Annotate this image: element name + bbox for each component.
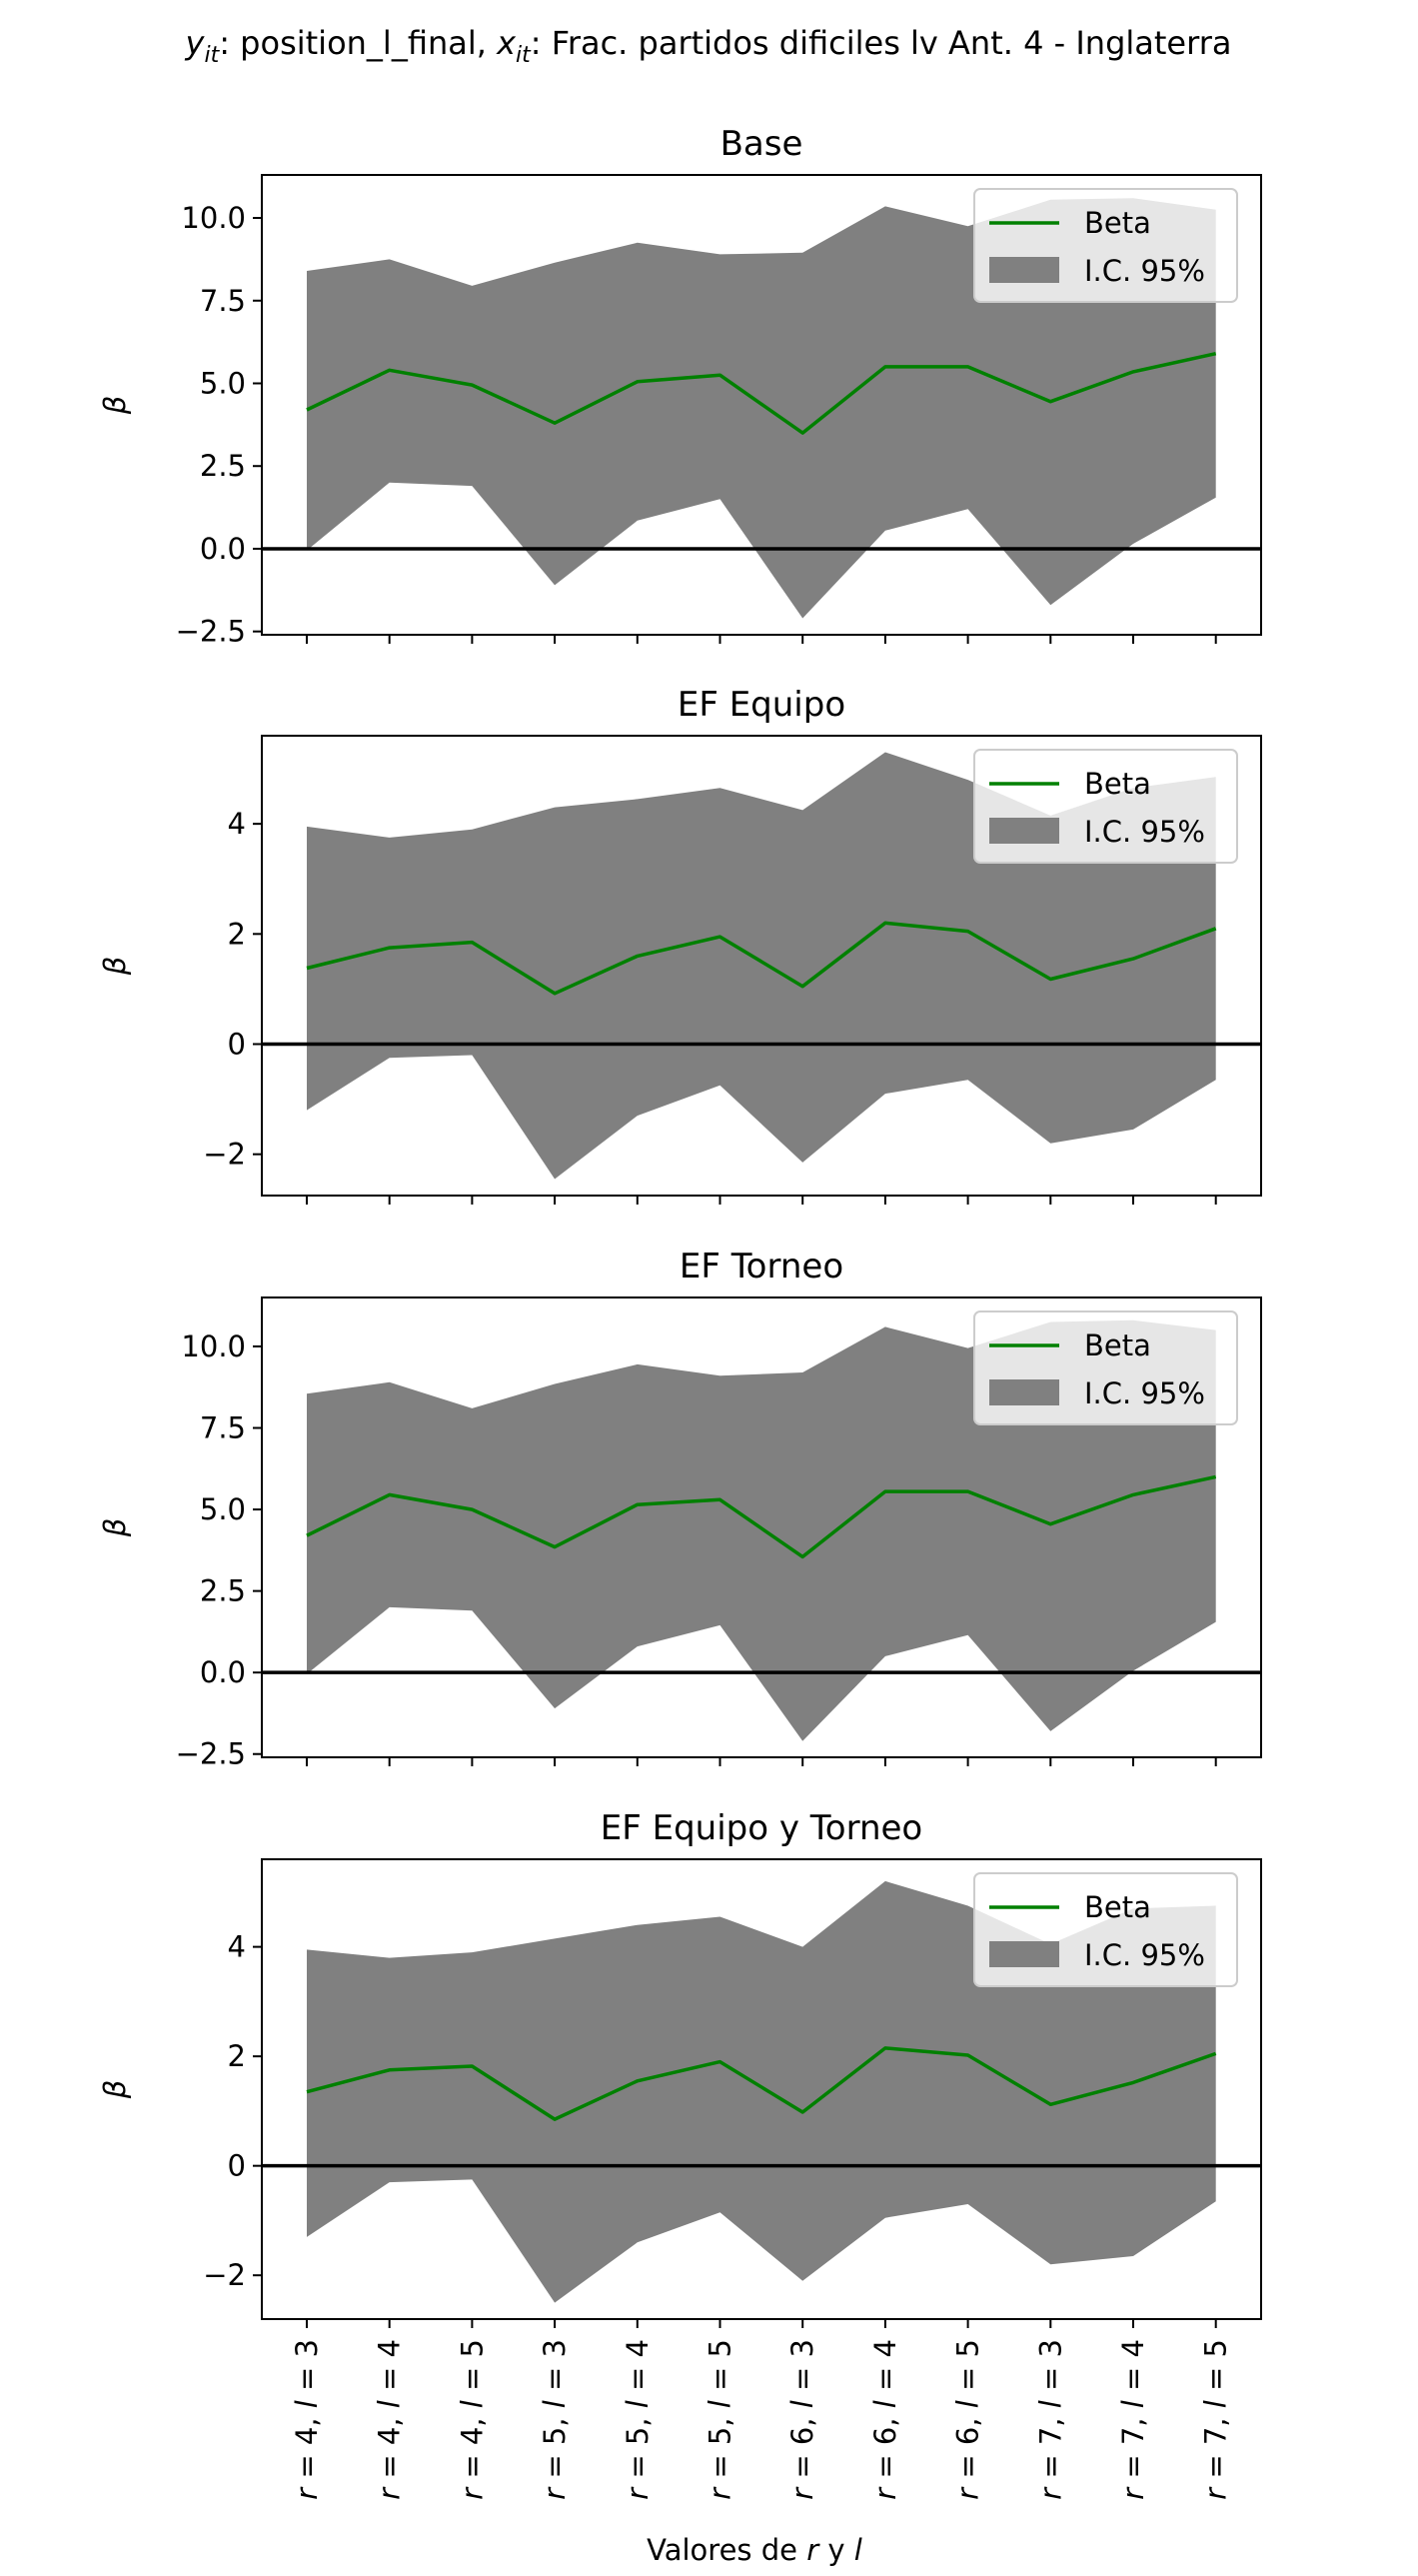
y-tick-label: 0.0: [200, 532, 246, 566]
x-tick-label: r = 5, l = 3: [538, 2339, 572, 2500]
legend: Beta I.C. 95%: [973, 1310, 1238, 1425]
y-tick-label: 0: [228, 2149, 246, 2183]
x-tick-label: r = 5, l = 4: [621, 2339, 655, 2500]
axes-frame: [261, 1858, 1262, 2320]
legend-beta-label: Beta: [1084, 206, 1151, 240]
subplot-title: EF Torneo: [680, 1247, 843, 1287]
legend-beta-label: Beta: [1084, 1890, 1151, 1924]
y-tick-label: 2.5: [200, 449, 246, 483]
y-tick-label: 7.5: [200, 1410, 246, 1444]
y-tick-label: −2.5: [176, 1737, 246, 1771]
x-tick-labels: r = 4, l = 3 r = 4, l = 4 r = 4, l = 5 r = …: [290, 2339, 1233, 2500]
legend-ci-swatch: [989, 1379, 1059, 1405]
suptitle-x-text: : Frac. partidos dificiles lv Ant. 4 - I…: [531, 24, 1232, 62]
subplot-title: EF Equipo y Torneo: [601, 1808, 922, 1848]
legend-ci-label: I.C. 95%: [1084, 1938, 1205, 1972]
x-tick-label: r = 6, l = 5: [951, 2339, 985, 2500]
y-tick-label: 10.0: [181, 201, 246, 235]
legend-ci-label: I.C. 95%: [1084, 1376, 1205, 1410]
beta-line: [306, 351, 1217, 435]
legend-ci-swatch: [989, 257, 1059, 283]
x-tick-label: r = 4, l = 5: [455, 2339, 489, 2500]
legend-ci-swatch: [989, 818, 1059, 844]
beta-line: [306, 2046, 1217, 2121]
x-tick-label: r = 7, l = 4: [1116, 2339, 1150, 2500]
x-tick-label: r = 6, l = 4: [868, 2339, 902, 2500]
x-axis-label-conjunction: y: [818, 2533, 854, 2567]
beta-line: [306, 1474, 1217, 1559]
ci-band: [307, 1319, 1216, 1741]
x-axis-label: Valores de r y l: [647, 2533, 862, 2567]
x-tick-label: r = 4, l = 4: [373, 2339, 407, 2500]
legend: Beta I.C. 95%: [973, 749, 1238, 864]
ci-band: [307, 198, 1216, 619]
subplot-2: EF Equipo −2 0 2 4 β Beta I.C. 95%: [98, 685, 1262, 1205]
legend-ci-label: I.C. 95%: [1084, 254, 1205, 288]
y-tick-label: 7.5: [200, 284, 246, 318]
x-axis-label-l: l: [854, 2533, 862, 2567]
legend-beta-label: Beta: [1084, 767, 1151, 801]
legend: Beta I.C. 95%: [973, 188, 1238, 303]
y-tick-label: 0: [228, 1028, 246, 1062]
y-axis-label: β: [98, 396, 132, 416]
x-axis-label-prefix: Valores de: [647, 2533, 806, 2567]
suptitle-x-subscript: it: [516, 43, 532, 68]
beta-line: [306, 921, 1217, 996]
axes-frame: [261, 735, 1262, 1197]
subplot-4: EF Equipo y Torneo −2 0 2 4 β Beta I.C. 95%: [98, 1808, 1262, 2328]
y-tick-label: −2: [203, 1138, 246, 1172]
axes-frame: [261, 1296, 1262, 1758]
y-tick-label: 2: [228, 2039, 246, 2073]
subplot-3: EF Torneo −2.5 0.0 2.5 5.0 7.5 10.0 β Beta I.C. 9…: [98, 1247, 1262, 1771]
y-tick-label: 2: [228, 917, 246, 951]
suptitle-x-symbol: x: [496, 24, 517, 62]
subplot-1: Base −2.5 0.0 2.5 5.0 7.5 10.0 β Beta I.C. 95%: [98, 124, 1262, 649]
y-tick-label: 2.5: [200, 1574, 246, 1608]
y-tick-label: −2: [203, 2258, 246, 2292]
y-tick-label: 5.0: [200, 1492, 246, 1526]
suptitle-y-subscript: it: [204, 43, 220, 68]
legend-beta-label: Beta: [1084, 1328, 1151, 1362]
y-tick-label: 0.0: [200, 1655, 246, 1689]
y-axis-label: β: [98, 2080, 132, 2100]
subplot-title: EF Equipo: [678, 685, 845, 725]
y-tick-label: 4: [228, 807, 246, 841]
legend-ci-swatch: [989, 1941, 1059, 1967]
y-axis-label: β: [98, 957, 132, 977]
y-tick-label: −2.5: [176, 615, 246, 649]
legend-ci-label: I.C. 95%: [1084, 815, 1205, 849]
y-tick-label: 4: [228, 1930, 246, 1964]
x-axis-label-r: r: [806, 2533, 820, 2567]
x-tick-label: r = 7, l = 5: [1199, 2339, 1233, 2500]
x-tick-label: r = 7, l = 3: [1033, 2339, 1067, 2500]
axes-frame: [261, 174, 1262, 636]
y-tick-label: 5.0: [200, 366, 246, 400]
y-axis-label: β: [98, 1518, 132, 1538]
x-tick-label: r = 5, l = 5: [704, 2339, 737, 2500]
suptitle-y-text: : position_l_final,: [219, 24, 497, 62]
y-tick-label: 10.0: [181, 1329, 246, 1363]
figure-suptitle: yit: position_l_final, xit: Frac. partid…: [185, 24, 1232, 68]
x-tick-label: r = 4, l = 3: [290, 2339, 324, 2500]
suptitle-y-symbol: y: [185, 24, 206, 62]
x-tick-label: r = 6, l = 3: [785, 2339, 819, 2500]
legend: Beta I.C. 95%: [973, 1872, 1238, 1987]
subplot-title: Base: [720, 124, 803, 164]
